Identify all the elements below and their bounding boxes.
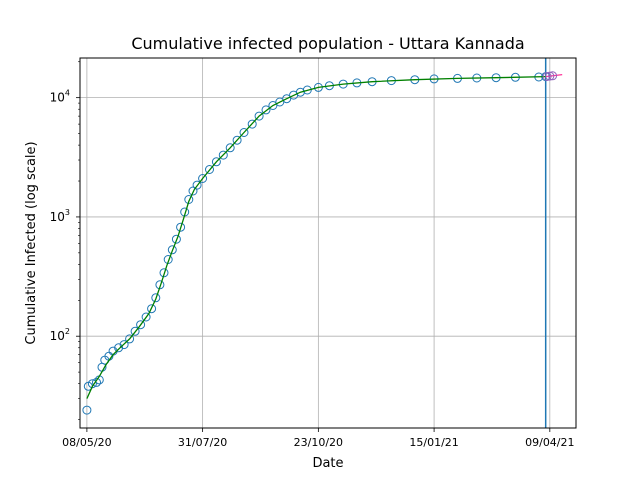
y-tick-label: 104 [50,89,70,105]
series-line-fit [86,75,546,399]
data-point-observed [147,304,157,314]
series-layer [82,71,563,415]
data-point-observed [247,119,257,129]
x-tick-label: 23/10/20 [294,436,343,449]
data-point-observed [239,128,249,137]
data-point-observed [188,186,198,196]
data-point-observed [119,340,129,350]
data-point-observed [141,312,151,322]
data-point-observed [254,111,264,121]
data-point-observed [225,143,235,153]
y-axis: 102 103 104 [50,61,80,420]
data-point-observed [192,180,202,190]
grid [80,58,576,428]
chart-title: Cumulative infected population - Uttara … [131,34,524,53]
data-point-observed [218,150,228,160]
data-point-observed [261,105,271,115]
data-point-observed [130,326,140,336]
data-point-observed [167,245,177,255]
data-point-observed [295,87,305,97]
y-axis-label: Cumulative Infected (log scale) [24,141,39,344]
data-point-observed [205,165,214,174]
data-point-observed [302,85,312,95]
data-point-observed [114,343,124,353]
data-point-forecast-points [542,72,552,81]
data-point-observed [136,320,146,330]
y-tick-label: 102 [50,327,70,343]
data-point-observed [125,334,135,344]
x-axis: 08/05/20 31/07/20 23/10/20 15/01/21 09/04/21 [62,428,575,449]
x-axis-label: Date [312,456,343,471]
data-point-observed [198,174,208,183]
data-point-observed [151,293,161,303]
x-tick-label: 15/01/21 [409,436,458,449]
data-point-observed [176,222,186,232]
data-point-observed [159,268,169,278]
x-tick-label: 08/05/20 [62,436,111,449]
data-point-forecast-points [545,71,555,81]
data-point-observed [82,405,92,415]
x-tick-label: 09/04/21 [525,436,574,449]
data-point-observed [268,101,278,110]
data-point-observed [211,157,221,167]
plot-frame [79,57,577,429]
data-point-observed [232,135,242,145]
data-point-observed [92,377,101,387]
x-tick-label: 31/07/20 [178,436,227,449]
data-point-forecast-points [548,71,558,81]
data-point-observed [171,234,181,244]
data-point-observed [282,94,292,104]
y-tick-label: 103 [50,208,70,224]
